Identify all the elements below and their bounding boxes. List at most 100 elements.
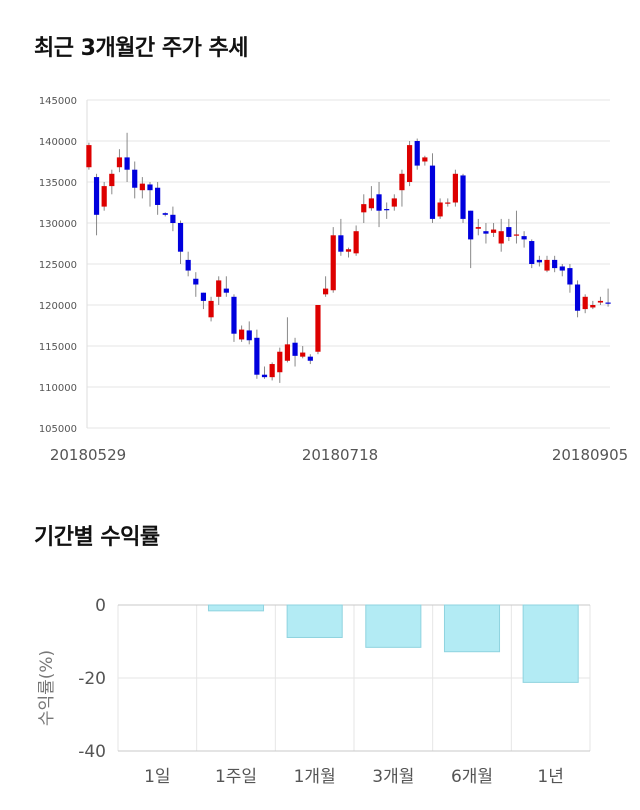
y-tick-label: 145000 (39, 96, 77, 107)
candle-body (300, 352, 306, 357)
candle (223, 276, 229, 297)
candle (552, 255, 558, 273)
candle-body (437, 202, 443, 217)
candle-body (406, 145, 413, 182)
candle-body (376, 194, 382, 211)
candle (101, 182, 107, 211)
y-tick-label: 135000 (39, 178, 77, 189)
candle-body (544, 259, 550, 271)
candle (239, 325, 245, 342)
candle (231, 294, 237, 342)
candle-body (216, 280, 222, 297)
y-tick-label: 115000 (39, 342, 77, 353)
candle-body (193, 278, 199, 285)
candle (147, 182, 153, 207)
y-tick-label: 120000 (39, 301, 77, 312)
candle-body (399, 173, 405, 191)
y-tick-label: -20 (78, 669, 106, 689)
candle (284, 317, 291, 363)
x-category-label: 1년 (537, 767, 563, 787)
candle (345, 247, 352, 258)
candle (460, 173, 466, 223)
x-category-label: 3개월 (372, 767, 414, 787)
return-bar (365, 604, 422, 648)
candle-body (452, 173, 458, 203)
candle-body (254, 337, 260, 375)
candle (277, 347, 283, 383)
candle (170, 206, 176, 232)
candle (597, 296, 604, 305)
candle (498, 218, 504, 252)
candle (414, 138, 420, 170)
candle (216, 276, 222, 305)
candle-body (483, 231, 489, 234)
candle (521, 231, 527, 248)
candle (261, 366, 268, 379)
y-tick-label: 0 (95, 596, 106, 616)
candle (307, 354, 313, 365)
candlestick-chart: 145000 140000 135000 130000 125000 120000 1150… (39, 96, 628, 464)
candle-body (284, 344, 291, 361)
candle (506, 218, 512, 242)
candle-body (590, 305, 596, 308)
candle (590, 300, 596, 310)
candle-body (132, 169, 138, 188)
candle-body (490, 229, 497, 233)
candle-body (93, 177, 100, 215)
y-tick-label: -40 (78, 742, 106, 762)
return-bar (286, 604, 343, 638)
candle-body (513, 234, 520, 236)
candle-body (567, 268, 573, 285)
candle (384, 202, 390, 219)
candle-body (86, 145, 92, 168)
candle-body (231, 296, 237, 334)
candle (544, 255, 550, 273)
candle (399, 169, 405, 207)
candle (315, 305, 321, 355)
candle (208, 296, 214, 322)
candle (116, 149, 123, 173)
return-bar (443, 604, 501, 653)
candle (437, 198, 443, 219)
candle-body (597, 300, 604, 303)
candle-body (261, 374, 268, 378)
candle-body (475, 227, 481, 229)
candle (269, 362, 275, 381)
y-axis-label: 수익률(%) (37, 650, 57, 726)
candle (536, 255, 542, 267)
candle-body (177, 223, 184, 252)
candle (93, 173, 100, 236)
candle-body (239, 329, 245, 340)
candle (254, 329, 260, 379)
candle (200, 292, 207, 310)
candle-body (246, 330, 252, 341)
candle-body (559, 266, 565, 271)
candle (132, 161, 138, 199)
candle-body (552, 259, 558, 269)
returns-bar-chart: 0 -20 -40 1일 1주일 1개월 3개월 6개월 1년 수익률(%) (37, 596, 591, 787)
candle (605, 288, 611, 307)
candle-body (361, 204, 367, 213)
candle (483, 223, 489, 244)
candle-body (529, 241, 535, 264)
candle-body (269, 364, 275, 378)
candle-body (445, 202, 451, 204)
y-tick-label: 130000 (39, 219, 77, 230)
candle-body (185, 259, 191, 271)
y-tick-label: 140000 (39, 137, 77, 148)
candle (162, 212, 168, 217)
candle (155, 182, 161, 215)
y-tick-label: 105000 (39, 424, 77, 435)
candle-body (429, 165, 436, 219)
candle-body (147, 184, 153, 191)
candle-body (124, 157, 130, 170)
candle (475, 218, 481, 236)
return-bar (207, 604, 265, 612)
price-trend-title: 최근 3개월간 주가 추세 (34, 36, 248, 61)
candle-body (506, 227, 512, 237)
candle (300, 346, 306, 359)
candle-body (223, 288, 229, 293)
candle (574, 280, 581, 318)
candle (139, 177, 145, 199)
candle-body (582, 296, 588, 310)
